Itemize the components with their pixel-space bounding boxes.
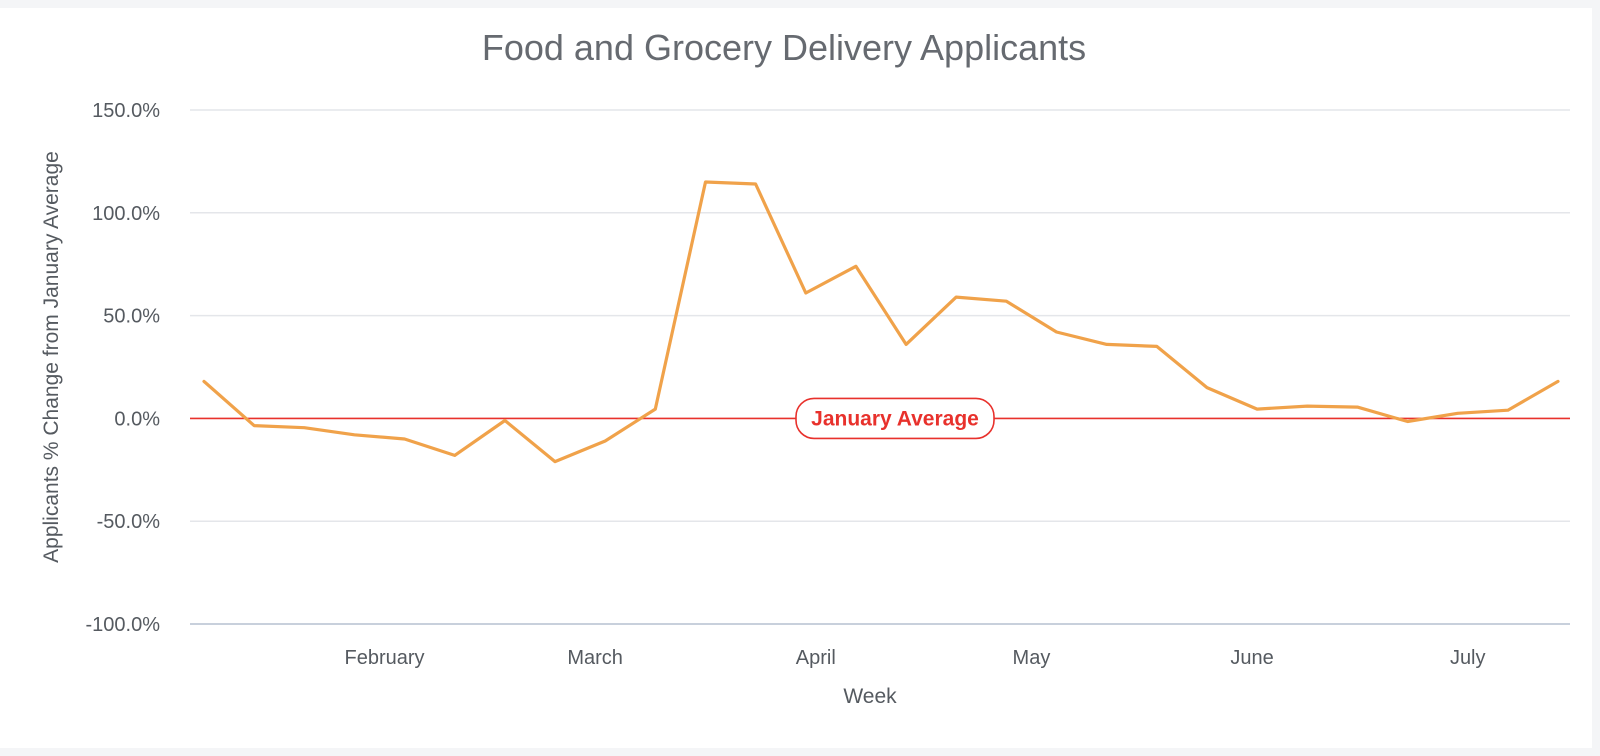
series-line — [202, 180, 1560, 464]
y-axis-ticks: 150.0% 100.0% 50.0% 0.0% -50.0% -100.0% — [86, 100, 161, 636]
x-tick-label: April — [796, 647, 836, 669]
x-tick-label: March — [567, 647, 623, 669]
y-tick-label: 50.0% — [103, 306, 160, 328]
reference-label-box — [795, 397, 995, 440]
gridlines — [190, 109, 1570, 625]
y-tick-label: -50.0% — [97, 511, 161, 533]
reference-label: January Average — [811, 407, 979, 430]
chart-card: Food and Grocery Delivery Applicants 150… — [0, 8, 1592, 748]
y-tick-label: -100.0% — [86, 614, 161, 636]
y-axis-title: Applicants % Change from January Average — [40, 151, 63, 563]
x-tick-label: July — [1450, 647, 1486, 669]
x-tick-label: February — [345, 647, 425, 669]
x-axis-title: Week — [843, 685, 897, 708]
x-tick-label: June — [1230, 647, 1273, 669]
reference-label-group: January Average — [795, 397, 995, 440]
line-chart: Food and Grocery Delivery Applicants 150… — [40, 27, 1570, 708]
x-axis-ticks: February March April May June July — [345, 647, 1486, 669]
y-tick-label: 150.0% — [92, 100, 160, 122]
series-layer — [202, 180, 1560, 464]
y-tick-label: 0.0% — [114, 408, 160, 430]
y-tick-label: 100.0% — [92, 203, 160, 225]
x-tick-label: May — [1013, 647, 1051, 669]
chart-title: Food and Grocery Delivery Applicants — [482, 27, 1086, 68]
